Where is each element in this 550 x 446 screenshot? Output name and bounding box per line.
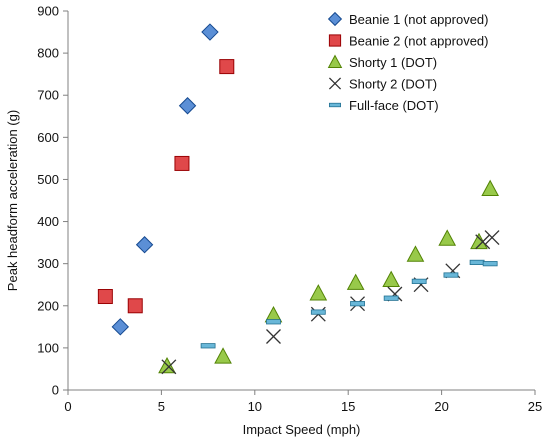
- y-tick-label: 200: [37, 298, 59, 313]
- triangle-marker: [406, 245, 425, 262]
- x-marker-stroke: [484, 230, 500, 246]
- data-point: [310, 309, 326, 315]
- triangle-marker: [214, 347, 232, 364]
- data-point: [161, 359, 177, 375]
- data-point: [219, 59, 235, 75]
- triangle-marker: [327, 54, 343, 68]
- legend-label: Full-face (DOT): [349, 98, 439, 113]
- dash-marker: [200, 343, 216, 349]
- x-marker-stroke: [475, 234, 491, 250]
- data-point: [178, 97, 197, 115]
- data-point: [482, 261, 498, 267]
- x-tick-label: 5: [158, 399, 165, 414]
- triangle-marker: [481, 179, 500, 197]
- axes: 0 100 200 300 400 500 600 700 800 900 0 5 10 15 20 25: [37, 4, 542, 415]
- data-point: [346, 273, 365, 290]
- data-point: [200, 343, 216, 349]
- data-point: [309, 284, 328, 301]
- triangle-marker: [309, 284, 328, 301]
- data-point: [411, 278, 427, 284]
- data-point: [475, 234, 491, 250]
- x-tick-label: 0: [64, 399, 71, 414]
- data-point: [127, 298, 143, 314]
- y-tick-label: 600: [37, 130, 59, 145]
- legend-item: Shorty 2 (DOT): [328, 77, 437, 92]
- data-point: [266, 329, 281, 344]
- x-marker-stroke: [266, 329, 281, 344]
- data-point: [382, 270, 401, 287]
- x-marker-stroke: [328, 77, 342, 90]
- x-marker-stroke: [161, 359, 177, 375]
- series-diamond: [111, 23, 219, 336]
- triangle-marker: [382, 270, 401, 287]
- legend-item: Beanie 1 (not approved): [327, 11, 488, 27]
- legend-item: Shorty 1 (DOT): [327, 54, 437, 70]
- data-point: [438, 229, 457, 246]
- data-point: [469, 259, 485, 266]
- data-point: [266, 319, 281, 325]
- x-axis-label: Impact Speed (mph): [243, 422, 361, 437]
- square-marker: [97, 289, 113, 305]
- y-tick-label: 500: [37, 172, 59, 187]
- x-tick-label: 10: [248, 399, 262, 414]
- data-marks: [97, 23, 500, 375]
- y-tick-label: 300: [37, 256, 59, 271]
- square-marker: [219, 59, 235, 75]
- series-square: [97, 59, 235, 314]
- y-tick-label: 700: [37, 88, 59, 103]
- series-x: [161, 230, 500, 375]
- legend-item: Full-face (DOT): [328, 98, 439, 113]
- x-tick-label: 20: [434, 399, 448, 414]
- legend-label: Shorty 2 (DOT): [349, 77, 437, 92]
- x-tick-label: 15: [341, 399, 355, 414]
- dash-marker: [469, 259, 485, 266]
- dash-marker: [310, 309, 326, 315]
- diamond-marker: [178, 97, 197, 115]
- data-point: [214, 347, 232, 364]
- y-tick-label: 0: [52, 383, 59, 398]
- legend-label: Shorty 1 (DOT): [349, 55, 437, 70]
- data-point: [481, 179, 500, 197]
- data-point: [406, 245, 425, 262]
- dash-marker: [328, 102, 341, 108]
- data-point: [443, 272, 459, 278]
- triangle-marker: [438, 229, 457, 246]
- x-tick-label: 25: [528, 399, 542, 414]
- dash-marker: [482, 261, 498, 267]
- data-point: [97, 289, 113, 305]
- legend-label: Beanie 1 (not approved): [349, 12, 488, 27]
- square-marker: [328, 34, 342, 47]
- y-axis-label: Peak headform acceleration (g): [5, 110, 20, 291]
- square-marker: [174, 155, 190, 171]
- diamond-marker: [135, 236, 154, 254]
- y-tick-label: 400: [37, 214, 59, 229]
- data-point: [111, 318, 130, 336]
- legend: Beanie 1 (not approved) Beanie 2 (not app…: [327, 11, 488, 113]
- dash-marker: [383, 295, 399, 301]
- y-tick-label: 900: [37, 4, 59, 19]
- data-point: [174, 155, 190, 171]
- legend-item: Beanie 2 (not approved): [328, 34, 488, 49]
- dash-marker: [443, 272, 459, 278]
- dash-marker: [411, 278, 427, 284]
- data-point: [135, 236, 154, 254]
- diamond-marker: [201, 23, 219, 41]
- legend-label: Beanie 2 (not approved): [349, 34, 488, 49]
- data-point: [201, 23, 219, 41]
- data-point: [350, 301, 365, 307]
- square-marker: [127, 298, 143, 314]
- triangle-marker: [346, 273, 365, 290]
- series-dash: [200, 259, 498, 349]
- y-tick-label: 100: [37, 340, 59, 355]
- dash-marker: [266, 319, 281, 325]
- y-tick-label: 800: [37, 46, 59, 61]
- diamond-marker: [327, 11, 343, 27]
- data-point: [484, 230, 500, 246]
- diamond-marker: [111, 318, 130, 336]
- data-point: [383, 295, 399, 301]
- dash-marker: [350, 301, 365, 307]
